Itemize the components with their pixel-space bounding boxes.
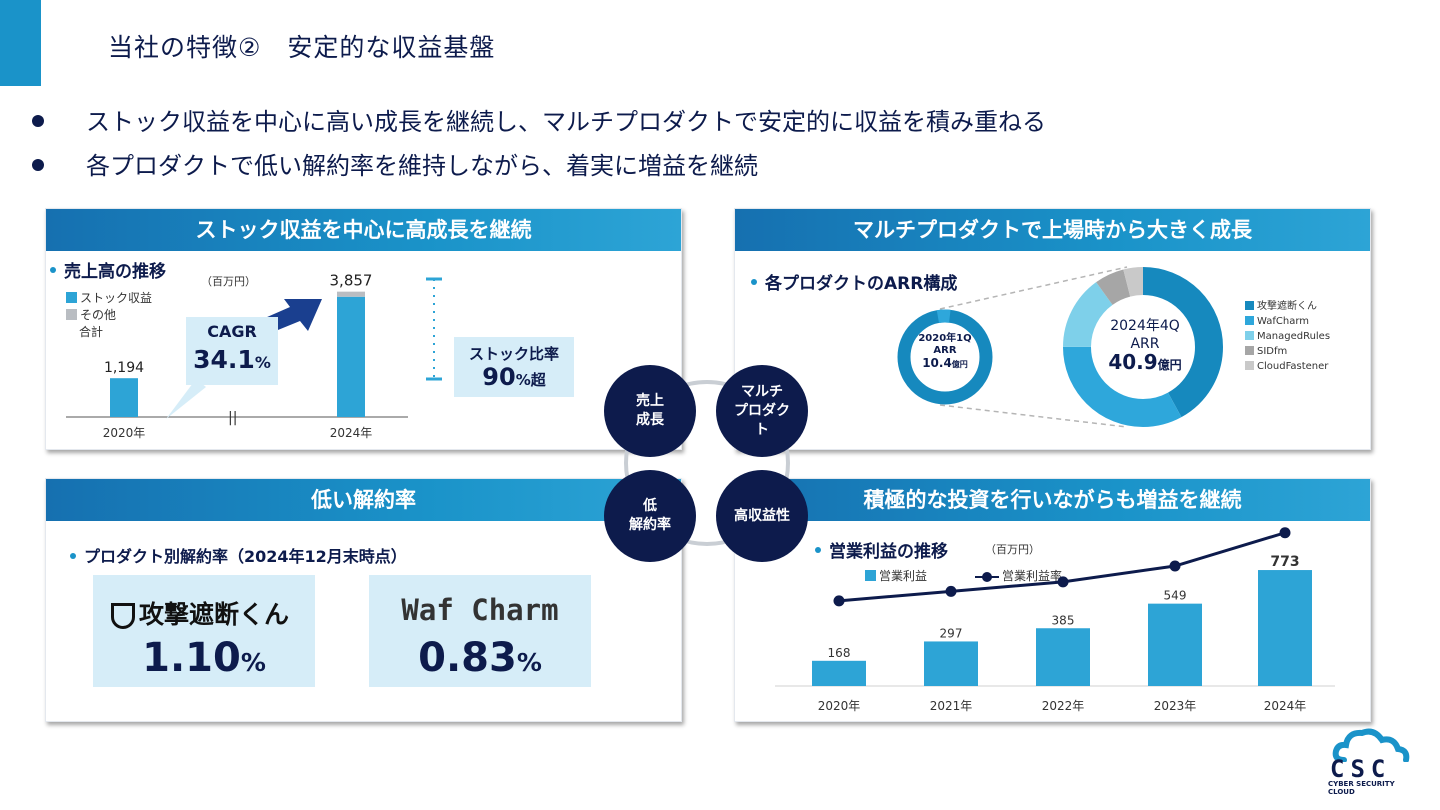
category-label: 2024年 [330, 426, 373, 440]
category-label: 2024年 [1264, 699, 1307, 713]
panel-header: 低い解約率 [46, 479, 681, 521]
arr-donuts [897, 266, 1223, 428]
bar-profit [1036, 628, 1090, 686]
rate-point [833, 595, 845, 607]
logo-tagline: CYBER SECURITY CLOUD [1328, 780, 1395, 796]
legend-wafcharm: WafCharm [1245, 314, 1330, 329]
big-donut-label: 2024年4Q ARR 40.9億円 [1108, 318, 1182, 374]
panel-arr: マルチプロダクトで上場時から大きく成長 各プロダクトのARR構成 2020年1Q… [734, 208, 1371, 450]
rate-line [838, 531, 1286, 603]
bar-profit [924, 641, 978, 686]
arr-legend: 攻撃遮断くん WafCharm ManagedRules SIDfm Cloud… [1245, 299, 1330, 374]
panel-profit: 積極的な投資を行いながらも増益を継続 営業利益の推移 （百万円） 営業利益 営業… [734, 478, 1371, 722]
rate-label: 18.00% [1152, 576, 1198, 589]
corner-accent [0, 0, 41, 86]
cagr-label: CAGR [207, 322, 257, 341]
stock-ratio-value: 90%超 [482, 363, 546, 391]
revenue-chart: || 1,194 2020年 3,857 2024年 [66, 272, 442, 440]
rate-label: 15.80% [816, 611, 862, 624]
cagr-box: CAGR 34.1% [186, 317, 278, 385]
circle-high-profit: 高収益性 [716, 470, 808, 562]
unit-label: （百万円） [985, 543, 1040, 556]
profit-chart: 168 2020年 297 2021年 385 2022年 549 2023年 773 2024年… [775, 527, 1335, 713]
csc-logo: CSC CYBER SECURITY CLOUD [1322, 722, 1422, 796]
rate-point [1279, 527, 1291, 539]
panel-subtitle: プロダクト別解約率（2024年12月末時点） [70, 543, 407, 567]
category-label: 2023年 [1154, 699, 1197, 713]
legend-profit: 営業利益 [865, 567, 927, 584]
cloud-icon [1332, 728, 1410, 763]
bar-other [337, 291, 365, 297]
bullet-1: ストック収益を中心に高い成長を継続し、マルチプロダクトで安定的に収益を積み重ねる [32, 102, 1046, 137]
circle-low-churn: 低 解約率 [604, 470, 696, 562]
bar-stock [110, 378, 138, 417]
panel-churn: 低い解約率 プロダクト別解約率（2024年12月末時点） 攻撃遮断くん 1.10… [45, 478, 682, 722]
product-logo: Waf Charm [401, 593, 559, 627]
legend-sidfm: SIDfm [1245, 344, 1330, 359]
center-ring [624, 380, 790, 546]
value-label: 168 [828, 646, 851, 660]
legend-kougeki: 攻撃遮断くん [1245, 299, 1330, 314]
shield-icon [111, 603, 135, 629]
value-label: 297 [940, 626, 963, 640]
legend-stock: ストック収益 [66, 289, 152, 306]
rate-label: 20.10% [1262, 543, 1308, 556]
value-label: 549 [1164, 589, 1187, 603]
circle-sales-growth: 売上 成長 [604, 365, 696, 457]
stock-ratio-box: ストック比率 90%超 [454, 337, 574, 397]
legend-rate: 営業利益率 [975, 567, 1062, 584]
churn-value: 1.10% [142, 635, 266, 681]
panel-header: ストック収益を中心に高成長を継続 [46, 209, 681, 251]
logo-text: CSC [1330, 755, 1392, 783]
rate-point [1057, 576, 1069, 588]
category-label: 2021年 [930, 699, 973, 713]
rate-point [945, 585, 957, 597]
category-label: 2022年 [1042, 699, 1085, 713]
total-label: 1,194 [104, 360, 144, 376]
panel-subtitle: 売上高の推移 [50, 257, 166, 282]
legend-total: 合計 [79, 325, 104, 339]
category-label: 2020年 [103, 426, 146, 440]
panel-header: 積極的な投資を行いながらも増益を継続 [735, 479, 1370, 521]
bar-profit [1148, 603, 1202, 686]
donut-slice [1063, 267, 1223, 427]
churn-card-kougeki: 攻撃遮断くん 1.10% [93, 575, 315, 687]
bullet-text: ストック収益を中心に高い成長を継続し、マルチプロダクトで安定的に収益を積み重ねる [86, 108, 1046, 136]
stock-ratio-label: ストック比率 [468, 345, 559, 363]
value-label: 385 [1052, 613, 1075, 627]
value-label: 773 [1270, 554, 1299, 570]
rate-label: 16.40% [928, 601, 974, 614]
donut-slice [1063, 267, 1223, 427]
churn-value: 0.83% [418, 635, 542, 681]
churn-card-wafcharm: Waf Charm 0.83% [369, 575, 591, 687]
small-donut-label: 2020年1Q ARR 10.4億円 [918, 333, 972, 370]
bar-stock [337, 296, 365, 417]
panel-header: マルチプロダクトで上場時から大きく成長 [735, 209, 1370, 251]
bullet-2: 各プロダクトで低い解約率を維持しながら、着実に増益を継続 [32, 146, 758, 181]
bullet-dot [32, 159, 44, 171]
axis-break: || [228, 410, 237, 426]
unit-label: （百万円） [201, 275, 256, 288]
category-label: 2020年 [818, 699, 861, 713]
circle-multi-product: マルチ プロダク ト [716, 365, 808, 457]
cagr-value: 34.1% [193, 345, 271, 374]
product-logo: 攻撃遮断くん [111, 595, 289, 631]
page-title: 当社の特徴② 安定的な収益基盤 [108, 33, 496, 62]
legend-cloudfastener: CloudFastener [1245, 359, 1330, 374]
bullet-dot [32, 115, 44, 127]
panel-subtitle: 営業利益の推移 [815, 537, 948, 562]
bar-profit [1258, 570, 1312, 686]
rate-point [1169, 560, 1181, 572]
bar-profit [812, 660, 866, 686]
total-label: 3,857 [330, 272, 373, 290]
panel-subtitle: 各プロダクトのARR構成 [751, 269, 957, 294]
rate-label: 17.00% [1040, 592, 1086, 605]
panel-revenue: ストック収益を中心に高成長を継続 売上高の推移 （百万円） ストック収益 その他… [45, 208, 682, 450]
bullet-text: 各プロダクトで低い解約率を維持しながら、着実に増益を継続 [86, 152, 758, 180]
callout-pointer [166, 379, 206, 419]
legend-other: その他 [66, 306, 116, 323]
legend-managedrules: ManagedRules [1245, 329, 1330, 344]
